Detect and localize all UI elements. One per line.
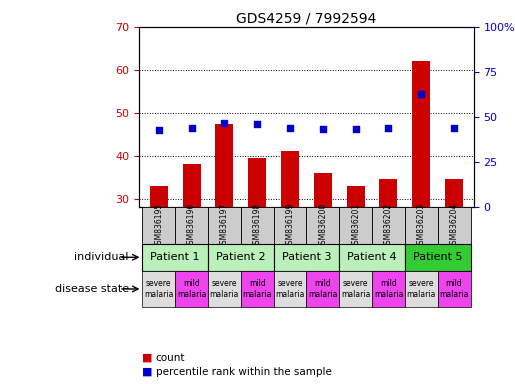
Bar <box>372 207 405 244</box>
Point <box>417 91 425 97</box>
Text: Patient 3: Patient 3 <box>282 252 331 262</box>
Point <box>384 125 392 131</box>
Bar <box>347 186 365 207</box>
Bar <box>182 164 200 207</box>
Bar <box>372 271 405 307</box>
Bar <box>273 207 306 244</box>
Text: severe
malaria: severe malaria <box>407 279 436 299</box>
Bar <box>438 271 471 307</box>
Bar <box>142 207 175 244</box>
Bar <box>339 244 405 271</box>
Point <box>319 126 327 132</box>
Text: GSM836204: GSM836204 <box>450 202 459 249</box>
Title: GDS4259 / 7992594: GDS4259 / 7992594 <box>236 12 376 26</box>
Bar <box>438 207 471 244</box>
Bar <box>380 179 398 207</box>
Text: ■: ■ <box>142 353 152 363</box>
Bar <box>339 271 372 307</box>
Text: severe
malaria: severe malaria <box>144 279 174 299</box>
Text: mild
malaria: mild malaria <box>308 279 337 299</box>
Text: ■: ■ <box>142 367 152 377</box>
Text: individual: individual <box>74 252 129 262</box>
Bar <box>215 124 233 207</box>
Bar <box>405 207 438 244</box>
Text: mild
malaria: mild malaria <box>374 279 403 299</box>
Text: GSM836202: GSM836202 <box>384 202 393 249</box>
Text: Patient 5: Patient 5 <box>413 252 462 262</box>
Bar <box>273 244 339 271</box>
Bar <box>208 244 273 271</box>
Bar <box>413 61 431 207</box>
Text: mild
malaria: mild malaria <box>177 279 206 299</box>
Point <box>220 119 229 126</box>
Bar <box>175 207 208 244</box>
Bar <box>405 271 438 307</box>
Text: mild
malaria: mild malaria <box>439 279 469 299</box>
Bar <box>314 173 332 207</box>
Text: severe
malaria: severe malaria <box>341 279 370 299</box>
Text: Patient 4: Patient 4 <box>347 252 397 262</box>
Bar <box>306 271 339 307</box>
Text: mild
malaria: mild malaria <box>243 279 272 299</box>
Text: GSM836197: GSM836197 <box>220 202 229 249</box>
Bar <box>241 271 273 307</box>
Point <box>187 125 196 131</box>
Text: GSM836199: GSM836199 <box>285 202 295 249</box>
Bar <box>248 158 266 207</box>
Text: severe
malaria: severe malaria <box>210 279 239 299</box>
Bar <box>142 244 208 271</box>
Bar <box>281 152 299 207</box>
Bar <box>306 207 339 244</box>
Point <box>286 125 294 131</box>
Point <box>450 125 458 131</box>
Text: GSM836198: GSM836198 <box>253 202 262 249</box>
Text: percentile rank within the sample: percentile rank within the sample <box>156 367 332 377</box>
Bar <box>142 271 175 307</box>
Text: disease state: disease state <box>55 284 129 294</box>
Bar <box>208 271 241 307</box>
Bar <box>175 271 208 307</box>
Point <box>352 126 360 132</box>
Point <box>154 127 163 133</box>
Bar <box>339 207 372 244</box>
Bar <box>405 244 471 271</box>
Text: GSM836200: GSM836200 <box>318 202 328 249</box>
Text: severe
malaria: severe malaria <box>276 279 305 299</box>
Text: GSM836196: GSM836196 <box>187 202 196 249</box>
Point <box>253 121 261 127</box>
Text: GSM836201: GSM836201 <box>351 202 360 249</box>
Text: GSM836195: GSM836195 <box>154 202 163 249</box>
Bar <box>150 186 168 207</box>
Text: count: count <box>156 353 185 363</box>
Bar <box>208 207 241 244</box>
Text: Patient 1: Patient 1 <box>150 252 200 262</box>
Bar <box>445 179 463 207</box>
Text: Patient 2: Patient 2 <box>216 252 266 262</box>
Bar <box>273 271 306 307</box>
Bar <box>241 207 273 244</box>
Text: GSM836203: GSM836203 <box>417 202 426 249</box>
